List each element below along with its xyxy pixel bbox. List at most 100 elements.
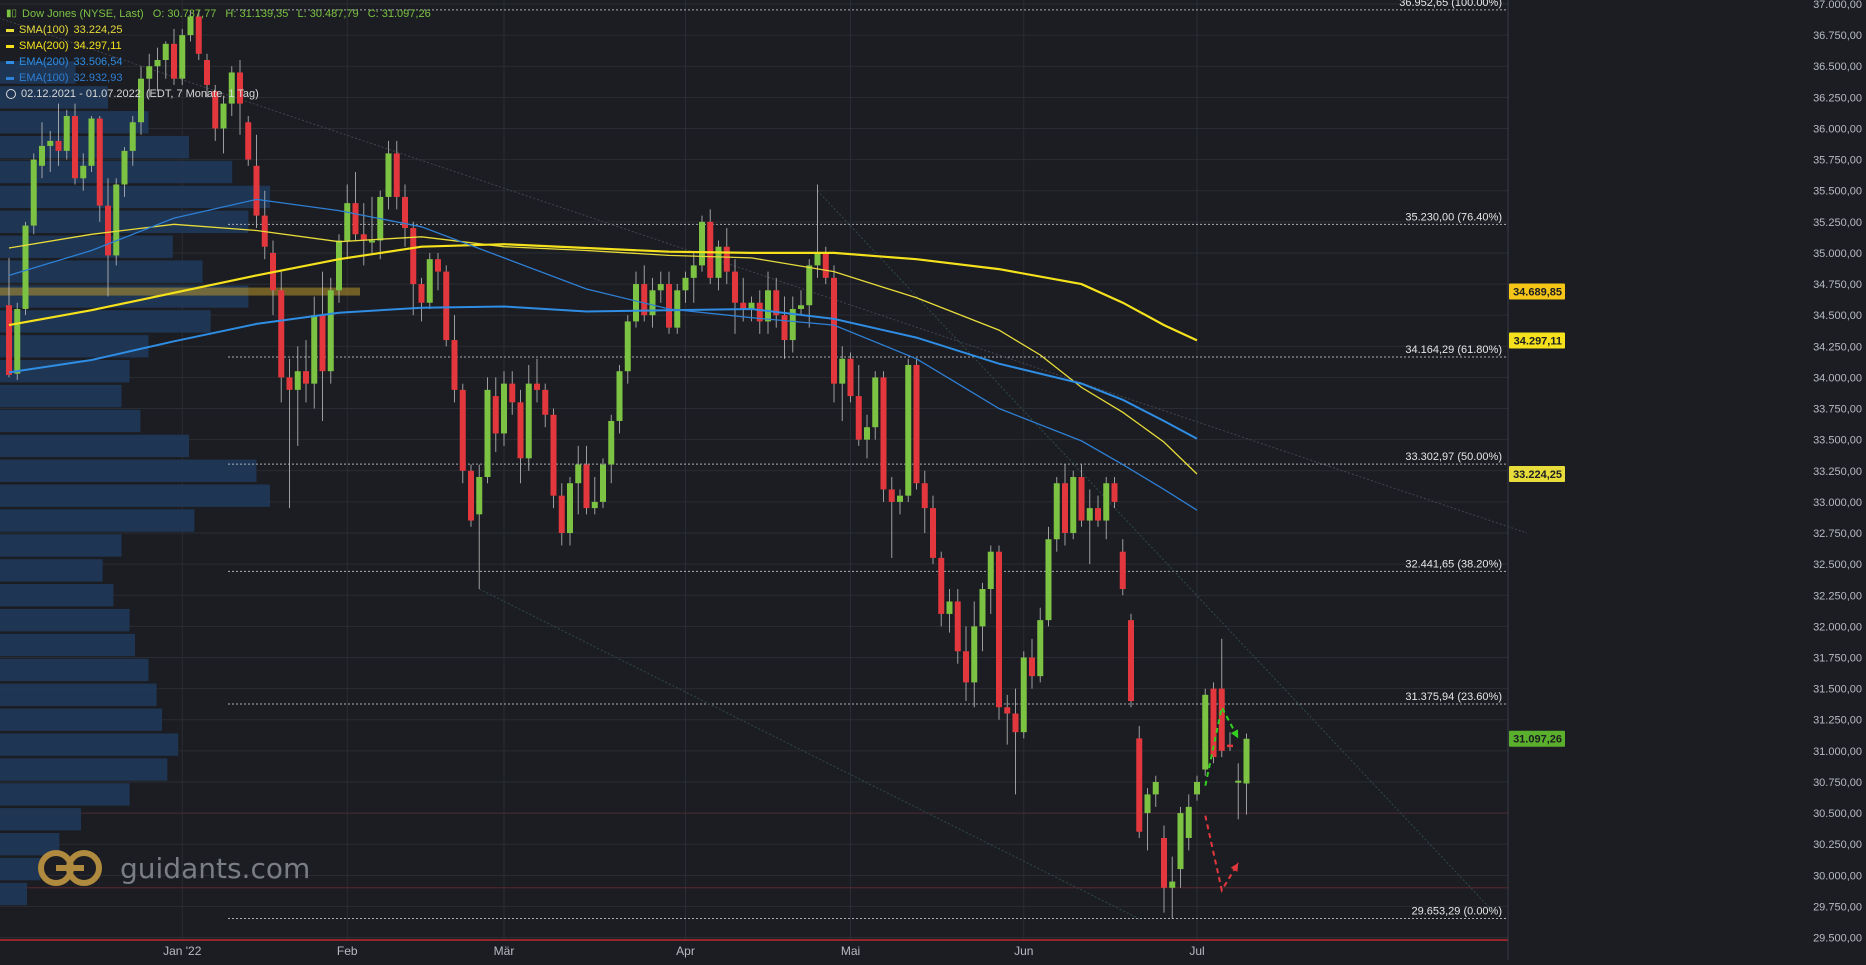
candle-body <box>154 60 161 67</box>
candle-body <box>278 290 285 378</box>
ema200-label: EMA(200) <box>19 56 69 68</box>
candle-body <box>14 308 21 374</box>
candle-body <box>798 305 804 309</box>
candle-body <box>1185 806 1192 838</box>
candle-body <box>616 371 623 421</box>
price-tag <box>1509 730 1565 747</box>
volume-profile-bar <box>0 484 270 507</box>
candle-body <box>80 165 87 179</box>
legend-open: O: 30.737,77 <box>152 8 217 20</box>
candle-body <box>435 259 441 272</box>
candle-body <box>748 302 755 309</box>
candle-body <box>781 315 788 341</box>
candle-body <box>946 601 953 614</box>
candle-body <box>22 225 29 309</box>
volume-profile-bar <box>0 857 41 881</box>
candle-body <box>624 321 631 372</box>
y-tick-label: 37.000,00 <box>1813 0 1862 11</box>
y-tick-label: 35.250,00 <box>1813 217 1862 229</box>
candle-body <box>1136 738 1143 832</box>
candle-body <box>641 284 648 316</box>
candles-icon: ▮▯ <box>6 8 18 19</box>
volume-profile-bar <box>0 608 130 632</box>
legend-ema100[interactable]: EMA(100) 32.932,93 <box>6 70 437 86</box>
candle-body <box>575 464 582 484</box>
fib-label: 31.375,94 (23.60%) <box>1405 691 1502 703</box>
candle-body <box>1161 837 1167 888</box>
price-tag <box>1509 465 1565 482</box>
projection-arrow <box>1204 704 1240 786</box>
y-tick-label: 36.750,00 <box>1813 30 1862 42</box>
price-tag-label: 34.689,85 <box>1513 287 1562 299</box>
candle-body <box>501 383 507 434</box>
volume-profile-bar <box>0 185 270 209</box>
candle-body <box>451 340 458 390</box>
guidants-logo[interactable]: guidants.com <box>36 848 310 888</box>
price-tag <box>1509 283 1565 300</box>
candle-body <box>39 145 45 166</box>
candle-body <box>88 118 95 166</box>
candle-body <box>649 290 656 316</box>
price-tag-label: 33.224,25 <box>1513 469 1562 481</box>
x-tick-label: Jun <box>1014 944 1033 958</box>
candle-body <box>880 377 887 490</box>
candle-body <box>1053 483 1060 540</box>
candle-body <box>121 150 128 185</box>
candle-body <box>756 302 763 322</box>
candle-body <box>129 122 136 151</box>
volume-profile-bar <box>0 584 114 607</box>
candle-body <box>666 284 672 328</box>
candle-body <box>55 140 62 151</box>
candle-body <box>600 464 606 502</box>
candle-body <box>286 377 293 390</box>
candle-body <box>369 240 375 243</box>
legend-instrument-row: ▮▯ Dow Jones (NYSE, Last) O: 30.737,77 H… <box>6 6 437 22</box>
price-tags: 34.689,85 34.297,11 33.224,25 31.097,26 <box>1509 283 1565 747</box>
y-tick-label: 31.500,00 <box>1813 684 1862 696</box>
legend-sma200[interactable]: SMA(200) 34.297,11 <box>6 38 437 54</box>
y-tick-label: 33.000,00 <box>1813 497 1862 509</box>
candle-body <box>674 290 681 328</box>
candle-body <box>1062 483 1068 534</box>
volume-profile-bar <box>0 160 233 184</box>
candle-body <box>72 116 78 179</box>
y-tick-label: 29.500,00 <box>1813 933 1862 945</box>
volume-profile-bar <box>0 359 130 383</box>
fib-label: 32.441,65 (38.20%) <box>1405 558 1502 570</box>
series-line <box>8 243 1198 342</box>
volume-profile-bar <box>0 459 257 482</box>
candle-body <box>253 165 260 216</box>
candle-body <box>847 358 854 397</box>
candle-body <box>162 43 169 61</box>
candle-body <box>1029 657 1035 677</box>
sma100-label: SMA(100) <box>19 24 69 36</box>
candle-body <box>814 252 821 266</box>
price-tag <box>1509 332 1565 349</box>
candle-body <box>171 43 177 79</box>
fib-label: 33.302,97 (50.00%) <box>1405 451 1502 463</box>
volume-profile-bar <box>0 658 149 682</box>
candle-body <box>179 35 186 79</box>
projection-arrows <box>1204 704 1240 893</box>
candle-body <box>1194 781 1200 795</box>
candle-body <box>591 501 598 509</box>
y-tick-label: 32.500,00 <box>1813 559 1862 571</box>
candle-body <box>63 116 70 151</box>
volume-profile-bar <box>0 310 211 333</box>
candle-body <box>1144 794 1151 814</box>
candle-body <box>459 389 466 471</box>
candle-body <box>385 153 392 197</box>
candle-body <box>558 495 565 534</box>
guidants-logo-icon <box>38 850 102 886</box>
candle-body <box>1070 477 1077 534</box>
x-axis: Jan '22 Feb Mär Apr Mai Jun Jul <box>163 944 1205 958</box>
y-tick-label: 31.750,00 <box>1813 652 1862 664</box>
series-line <box>8 223 1198 475</box>
volume-profile-bar <box>0 384 122 408</box>
legend-ema200[interactable]: EMA(200) 33.506,54 <box>6 54 437 70</box>
legend-sma100[interactable]: SMA(100) 33.224,25 <box>6 22 437 38</box>
candle-body <box>583 464 590 509</box>
candle-body <box>897 495 903 502</box>
